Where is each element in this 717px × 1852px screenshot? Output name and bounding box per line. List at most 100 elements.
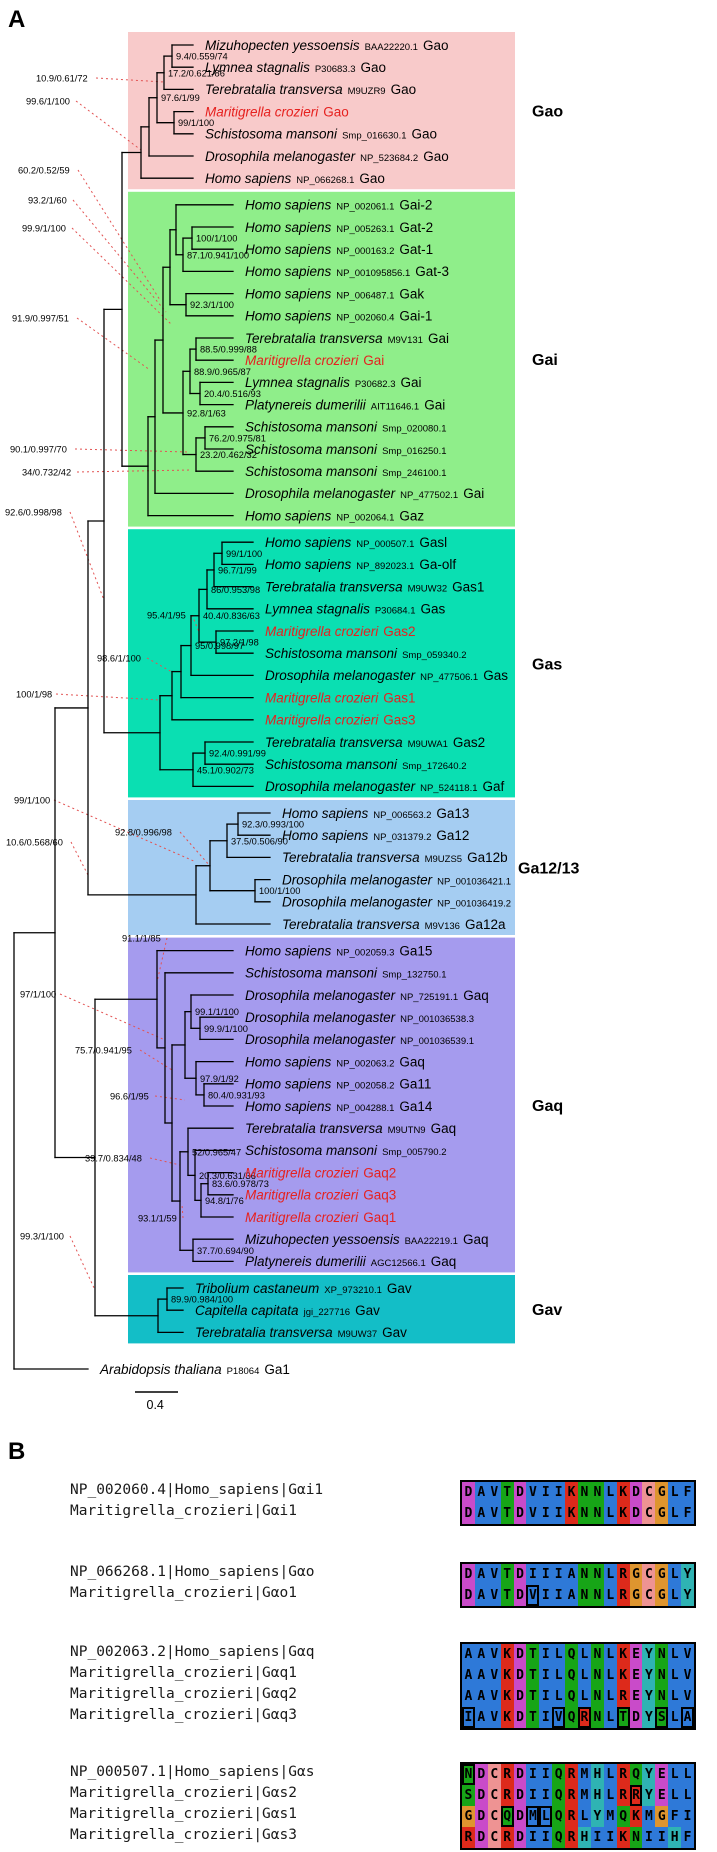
residue-cell: D xyxy=(462,1503,475,1524)
taxon-label: Mizuhopecten yessoensis BAA22220.1 Gao xyxy=(205,38,448,53)
residue-cell: N xyxy=(590,1503,604,1524)
residue-cell: N xyxy=(655,1686,669,1707)
panel-a-label: A xyxy=(8,6,26,33)
alignment-sequence-name: Maritigrella_crozieri|Gαq2 xyxy=(70,1686,297,1702)
residue-cell: D xyxy=(513,1503,527,1524)
support-value: 10.6/0.568/60 xyxy=(6,838,63,848)
taxon-label: Terebratalia transversa M9V136 Ga12a xyxy=(282,917,506,932)
clade-box-5 xyxy=(128,1275,515,1344)
residue-cell: R xyxy=(616,1564,630,1585)
taxon-label: Terebratalia transversa M9UZS5 Ga12b xyxy=(282,850,508,865)
residue-cell: N xyxy=(590,1644,604,1665)
residue-cell: I xyxy=(539,1564,553,1585)
residue-cell: G xyxy=(655,1482,669,1503)
residue-cell: L xyxy=(668,1665,682,1686)
residue-cell: L xyxy=(578,1686,591,1707)
residue-cell: N xyxy=(655,1665,669,1686)
residue-cell: T xyxy=(616,1707,630,1728)
support-value: 9.4/0.559/74 xyxy=(176,52,228,62)
residue-cell: A xyxy=(474,1665,488,1686)
residue-cell: K xyxy=(500,1686,514,1707)
residue-cell: I xyxy=(462,1707,475,1728)
residue-cell: K xyxy=(500,1644,514,1665)
residue-cell: Q xyxy=(629,1764,643,1785)
residue-cell: T xyxy=(500,1585,514,1606)
residue-cell: L xyxy=(603,1585,617,1606)
residue-cell: I xyxy=(552,1585,566,1606)
residue-cell: Y xyxy=(642,1785,656,1806)
residue-cell: T xyxy=(500,1482,514,1503)
taxon-label: Homo sapiens NP_005263.1 Gat-2 xyxy=(245,220,433,235)
taxon-label: Homo sapiens NP_000507.1 Gasl xyxy=(265,535,447,550)
tree-branches xyxy=(13,44,271,1370)
residue-cell: C xyxy=(642,1585,656,1606)
residue-cell: S xyxy=(462,1785,475,1806)
residue-cell: N xyxy=(590,1707,604,1728)
taxon-label: Drosophila melanogaster NP_725191.1 Gaq xyxy=(245,988,489,1003)
taxon-label: Maritigrella crozieri Gai xyxy=(245,353,384,368)
residue-cell: D xyxy=(629,1482,643,1503)
residue-cell: Y xyxy=(681,1585,695,1606)
residue-cell: T xyxy=(500,1503,514,1524)
residue-cell: F xyxy=(681,1827,695,1848)
residue-cell: R xyxy=(565,1764,579,1785)
taxon-label: Maritigrella crozieri Gao xyxy=(205,104,349,119)
clade-box-0 xyxy=(128,32,515,190)
residue-cell: L xyxy=(603,1707,617,1728)
residue-cell: C xyxy=(487,1806,501,1827)
residue-cell: S xyxy=(655,1707,669,1728)
residue-cell: N xyxy=(629,1827,643,1848)
support-leader xyxy=(72,199,167,313)
taxon-label: Tribolium castaneum XP_973210.1 Gav xyxy=(195,1281,412,1296)
residue-cell: A xyxy=(474,1564,488,1585)
clade-box-4 xyxy=(128,937,515,1273)
support-leader xyxy=(95,77,165,83)
residue-cell: Y xyxy=(642,1665,656,1686)
residue-cell: I xyxy=(539,1665,553,1686)
residue-cell: L xyxy=(603,1764,617,1785)
support-value: 97.2/1/98 xyxy=(220,638,259,648)
support-leader xyxy=(76,469,193,473)
residue-cell: V xyxy=(526,1585,540,1606)
taxon-label: Drosophila melanogaster NP_477506.1 Gas xyxy=(265,668,508,683)
taxon-label: Homo sapiens NP_002064.1 Gaz xyxy=(245,508,424,523)
support-value: 37.5/0.506/90 xyxy=(231,836,288,846)
alignment-sequence-name: Maritigrella_crozieri|Gαi1 xyxy=(70,1503,297,1519)
residue-cell: I xyxy=(590,1827,604,1848)
residue-cell: L xyxy=(603,1665,617,1686)
residue-cell: N xyxy=(590,1686,604,1707)
residue-cell: Q xyxy=(565,1644,579,1665)
support-value: 93.1/1/59 xyxy=(138,1214,177,1224)
support-value: 90.1/0.997/70 xyxy=(10,445,67,455)
support-value: 37.7/0.694/90 xyxy=(197,1246,254,1256)
residue-cell: L xyxy=(668,1585,682,1606)
residue-cell: L xyxy=(668,1564,682,1585)
taxon-label: Drosophila melanogaster NP_001036421.1 xyxy=(282,872,511,887)
residue-cell: M xyxy=(578,1785,591,1806)
residue-cell: M xyxy=(578,1764,591,1785)
residue-cell: V xyxy=(552,1707,566,1728)
residue-cell: E xyxy=(629,1644,643,1665)
taxon-label: Drosophila melanogaster NP_477502.1 Gai xyxy=(245,486,484,501)
residue-cell: V xyxy=(487,1482,501,1503)
support-value: 91.9/0.997/51 xyxy=(12,314,69,324)
support-value: 99/1/100 xyxy=(14,796,50,806)
residue-cell: V xyxy=(681,1644,695,1665)
taxon-label: Terebratalia transversa M9UWA1 Gas2 xyxy=(265,735,485,750)
taxon-label: Maritigrella crozieri Gaq1 xyxy=(245,1210,396,1225)
residue-cell: T xyxy=(526,1686,540,1707)
residue-cell: A xyxy=(565,1564,579,1585)
residue-cell: Y xyxy=(642,1707,656,1728)
residue-cell: T xyxy=(500,1564,514,1585)
residue-cell: D xyxy=(513,1827,527,1848)
residue-cell: G xyxy=(629,1564,643,1585)
residue-cell: N xyxy=(578,1564,591,1585)
residue-cell: H xyxy=(590,1785,604,1806)
support-value: 92.3/0.993/100 xyxy=(242,820,304,830)
residue-cell: D xyxy=(474,1785,488,1806)
clade-name-label: Gai xyxy=(532,352,558,369)
alignment-names: NP_066268.1|Homo_sapiens|Gαo Maritigrella… xyxy=(70,1562,314,1604)
residue-cell: G xyxy=(462,1806,475,1827)
residue-cell: N xyxy=(590,1585,604,1606)
